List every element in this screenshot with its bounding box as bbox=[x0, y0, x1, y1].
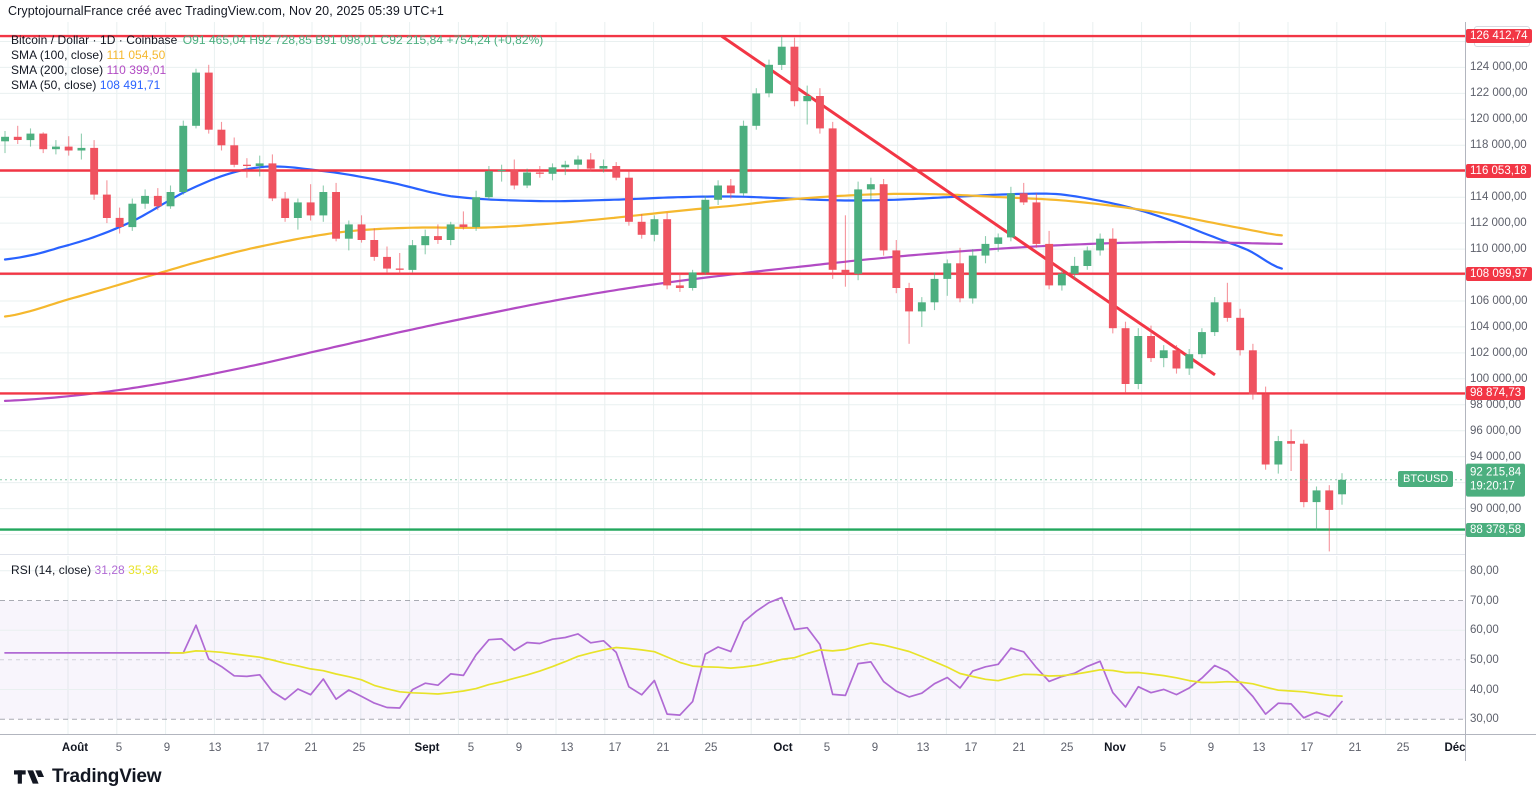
time-tick-21: 21 bbox=[1012, 742, 1026, 754]
price-tick-124000: 124 000,00 bbox=[1470, 61, 1528, 74]
legend-ohlc: O91 465,04 H92 728,85 B91 098,01 C92 215… bbox=[182, 33, 544, 47]
tradingview-logo-icon bbox=[14, 770, 44, 784]
price-tag-resistance-top[interactable]: 126 412,74 bbox=[1466, 29, 1532, 44]
legend-rsi-label: RSI (14, close) bbox=[11, 563, 92, 577]
rsi-tick-80: 80,00 bbox=[1470, 564, 1499, 577]
time-tick-5: 5 bbox=[1159, 742, 1167, 754]
price-tick-98000: 98 000,00 bbox=[1470, 398, 1522, 411]
legend-sma50-value: 108 491,71 bbox=[99, 78, 161, 92]
time-tick-sept: Sept bbox=[414, 742, 440, 754]
legend-sma100-row: SMA (100, close) 111 054,50 bbox=[11, 48, 165, 62]
time-tick-13: 13 bbox=[208, 742, 222, 754]
time-tick-5: 5 bbox=[467, 742, 475, 754]
legend-sma50-row: SMA (50, close) 108 491,71 bbox=[11, 78, 160, 92]
time-tick-21: 21 bbox=[1348, 742, 1362, 754]
price-tick-114000: 114 000,00 bbox=[1470, 191, 1527, 204]
price-tick-110000: 110 000,00 bbox=[1470, 243, 1527, 256]
time-tick-17: 17 bbox=[256, 742, 270, 754]
price-tick-102000: 102 000,00 bbox=[1470, 346, 1528, 359]
time-tick-25: 25 bbox=[704, 742, 718, 754]
time-tick-oct: Oct bbox=[773, 742, 793, 754]
time-tick-9: 9 bbox=[1207, 742, 1215, 754]
price-tick-118000: 118 000,00 bbox=[1470, 139, 1527, 152]
legend-sma100-value: 111 054,50 bbox=[106, 48, 166, 62]
rsi-tick-50: 50,00 bbox=[1470, 653, 1499, 666]
price-tick-122000: 122 000,00 bbox=[1470, 87, 1528, 100]
rsi-pane[interactable]: RSI (14, close) 31,28 35,36 bbox=[0, 556, 1465, 734]
rsi-tick-70: 70,00 bbox=[1470, 594, 1499, 607]
legend-sma50-label: SMA (50, close) bbox=[11, 78, 97, 92]
rsi-tick-40: 40,00 bbox=[1470, 683, 1499, 696]
time-tick-25: 25 bbox=[352, 742, 366, 754]
last-price-value: 92 215,84 bbox=[1470, 466, 1522, 479]
time-tick-17: 17 bbox=[608, 742, 622, 754]
time-tick-13: 13 bbox=[560, 742, 574, 754]
legend-sma200-value: 110 399,01 bbox=[106, 63, 167, 77]
time-tick-9: 9 bbox=[871, 742, 879, 754]
legend-rsi-row: RSI (14, close) 31,28 35,36 bbox=[11, 563, 158, 577]
chart-frame: Bitcoin / Dollar · 1D · Coinbase O91 465… bbox=[0, 22, 1465, 734]
legend-symbol-row: Bitcoin / Dollar · 1D · Coinbase O91 465… bbox=[11, 33, 543, 47]
last-price-tag[interactable]: 92 215,84 19:20:17 bbox=[1466, 463, 1526, 497]
rsi-tick-30: 30,00 bbox=[1470, 713, 1499, 726]
last-price-countdown: 19:20:17 bbox=[1470, 480, 1515, 493]
time-tick-9: 9 bbox=[515, 742, 523, 754]
rsi-tick-60: 60,00 bbox=[1470, 624, 1499, 637]
time-tick-21: 21 bbox=[304, 742, 318, 754]
legend-sma200-row: SMA (200, close) 110 399,01 bbox=[11, 63, 166, 77]
time-tick-13: 13 bbox=[1252, 742, 1266, 754]
legend-rsi-ma-value: 35,36 bbox=[128, 563, 159, 577]
price-tag-support-green[interactable]: 88 378,58 bbox=[1466, 522, 1526, 537]
legend-rsi-value: 31,28 bbox=[94, 563, 125, 577]
tradingview-wordmark: TradingView bbox=[52, 766, 162, 787]
price-tick-106000: 106 000,00 bbox=[1470, 294, 1528, 307]
price-tick-90000: 90 000,00 bbox=[1470, 502, 1522, 515]
time-tick-5: 5 bbox=[823, 742, 831, 754]
time-tick-5: 5 bbox=[115, 742, 123, 754]
price-tag-support-1[interactable]: 108 099,97 bbox=[1466, 266, 1532, 281]
price-tick-94000: 94 000,00 bbox=[1470, 450, 1522, 463]
price-tag-resistance-mid[interactable]: 116 053,18 bbox=[1466, 163, 1531, 178]
legend-sma200-label: SMA (200, close) bbox=[11, 63, 104, 77]
axis-corner bbox=[1465, 734, 1536, 761]
time-tick-17: 17 bbox=[1300, 742, 1314, 754]
time-tick-17: 17 bbox=[964, 742, 978, 754]
time-tick-13: 13 bbox=[916, 742, 930, 754]
legend-sma100-label: SMA (100, close) bbox=[11, 48, 104, 62]
price-pane[interactable]: Bitcoin / Dollar · 1D · Coinbase O91 465… bbox=[0, 22, 1465, 554]
time-tick-déc: Déc bbox=[1444, 742, 1466, 754]
price-tick-112000: 112 000,00 bbox=[1470, 217, 1527, 230]
attribution-text: CryptojournalFrance créé avec TradingVie… bbox=[8, 4, 444, 18]
time-tick-9: 9 bbox=[163, 742, 171, 754]
time-tick-25: 25 bbox=[1396, 742, 1410, 754]
time-tick-21: 21 bbox=[656, 742, 670, 754]
price-tick-120000: 120 000,00 bbox=[1470, 113, 1528, 126]
time-tick-25: 25 bbox=[1060, 742, 1074, 754]
price-tick-100000: 100 000,00 bbox=[1470, 372, 1528, 385]
price-tag-support-2[interactable]: 98 874,73 bbox=[1466, 386, 1526, 401]
price-tick-96000: 96 000,00 bbox=[1470, 424, 1522, 437]
time-tick-nov: Nov bbox=[1104, 742, 1126, 754]
last-price-symbol-pill: BTCUSD bbox=[1398, 470, 1454, 487]
pane-separator bbox=[0, 554, 1465, 555]
price-tick-104000: 104 000,00 bbox=[1470, 320, 1528, 333]
legend-symbol: Bitcoin / Dollar · 1D · Coinbase bbox=[11, 33, 178, 47]
time-tick-août: Août bbox=[61, 742, 89, 754]
time-axis[interactable]: Août 5 9 13 17 21 25 Sept 5 9 13 17 21 25 Oct 5 9 13 17 21 2… bbox=[0, 734, 1466, 761]
tradingview-branding: TradingView bbox=[14, 766, 162, 788]
